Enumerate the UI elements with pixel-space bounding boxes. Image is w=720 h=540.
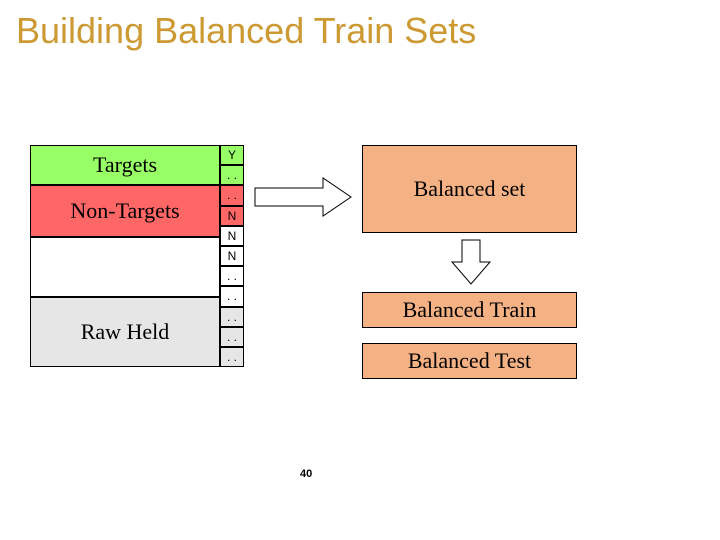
tag-9: . . — [220, 327, 244, 347]
arrow-right-icon — [255, 178, 351, 216]
tag-5: N — [220, 246, 244, 266]
tag-0: Y — [220, 145, 244, 165]
box-balanced-test: Balanced Test — [362, 343, 577, 379]
slide-title: Building Balanced Train Sets — [16, 10, 476, 52]
tag-8: . . — [220, 307, 244, 327]
tag-4: N — [220, 226, 244, 246]
page-number: 40 — [300, 468, 312, 480]
box-balanced-train: Balanced Train — [362, 292, 577, 328]
tag-1: . . — [220, 165, 244, 185]
box-balanced-set: Balanced set — [362, 145, 577, 233]
cell-targets: Targets — [30, 145, 220, 185]
tag-3: N — [220, 206, 244, 226]
tag-10: . . — [220, 347, 244, 367]
cell-empty — [30, 237, 220, 297]
tag-2: . . — [220, 185, 244, 205]
cell-raw-held: Raw Held — [30, 297, 220, 367]
cell-non-targets: Non-Targets — [30, 185, 220, 237]
tag-6: . . — [220, 266, 244, 286]
arrow-down-icon — [452, 240, 490, 284]
tag-7: . . — [220, 286, 244, 306]
